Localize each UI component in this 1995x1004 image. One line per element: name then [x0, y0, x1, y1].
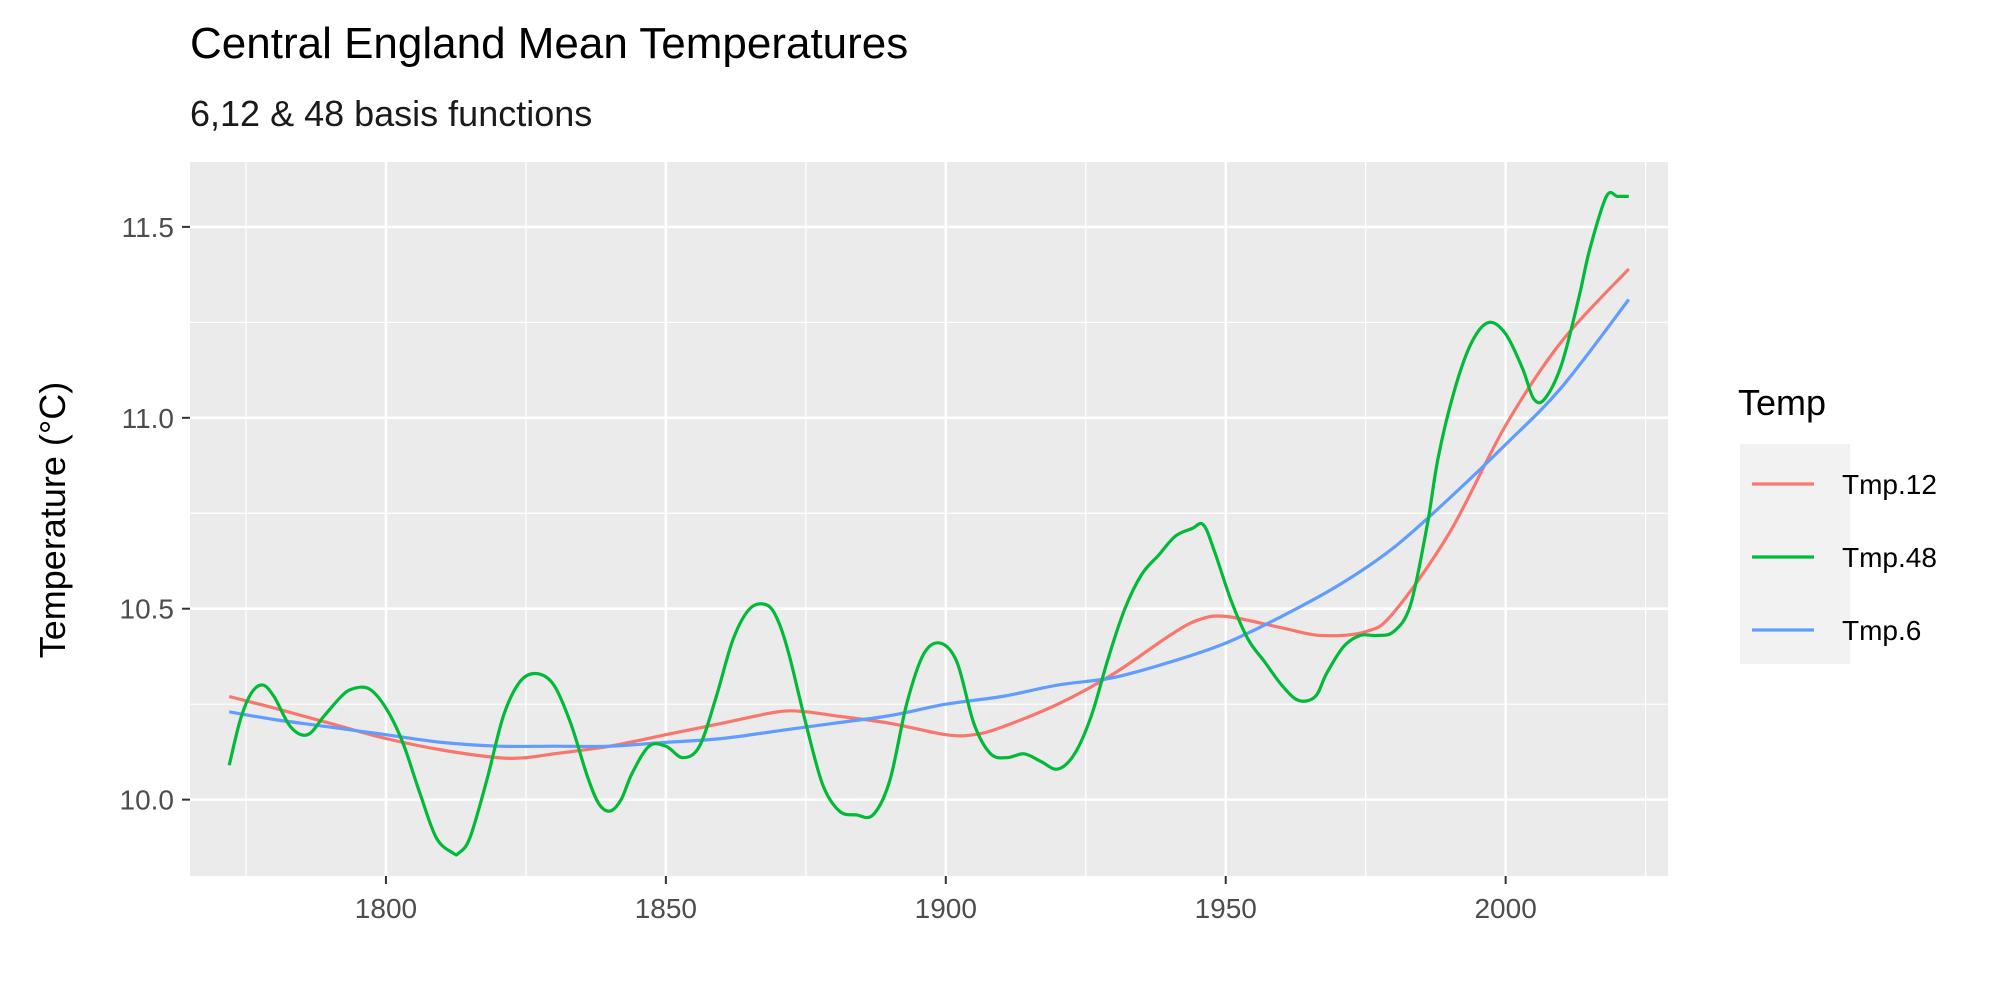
major-gridlines [190, 162, 1668, 876]
legend-items: Tmp.12 Tmp.48 Tmp.6 [1752, 469, 1937, 646]
chart-title: Central England Mean Temperatures [190, 19, 908, 68]
legend-title: Temp [1738, 382, 1826, 423]
y-tick-label: 11.0 [122, 403, 174, 434]
y-axis-title: Temperature (°C) [32, 382, 73, 658]
series-line-tmp-6 [228, 298, 1631, 749]
y-axis: 10.0 10.5 11.0 11.5 [120, 212, 190, 816]
x-axis: 1800 1850 1900 1950 2000 [355, 876, 1537, 924]
legend-label: Tmp.48 [1842, 542, 1937, 573]
plot-panel [190, 162, 1668, 876]
y-tick-label: 10.0 [120, 785, 175, 816]
legend-label: Tmp.12 [1842, 469, 1937, 500]
legend: Temp Tmp.12 Tmp.48 Tmp.6 [1738, 382, 1937, 664]
x-tick-label: 1850 [635, 893, 697, 924]
series-line-tmp-48 [227, 190, 1629, 857]
series-layer [227, 190, 1631, 857]
x-tick-label: 1800 [355, 893, 417, 924]
x-tick-label: 2000 [1474, 893, 1536, 924]
series-line-tmp-12 [228, 267, 1630, 760]
legend-label: Tmp.6 [1842, 615, 1921, 646]
chart-subtitle: 6,12 & 48 basis functions [190, 93, 592, 134]
x-tick-label: 1900 [915, 893, 977, 924]
y-tick-label: 10.5 [120, 594, 175, 625]
legend-key-background [1740, 444, 1850, 664]
y-tick-label: 11.5 [122, 212, 174, 243]
x-tick-label: 1950 [1195, 893, 1257, 924]
minor-gridlines [190, 162, 1668, 876]
